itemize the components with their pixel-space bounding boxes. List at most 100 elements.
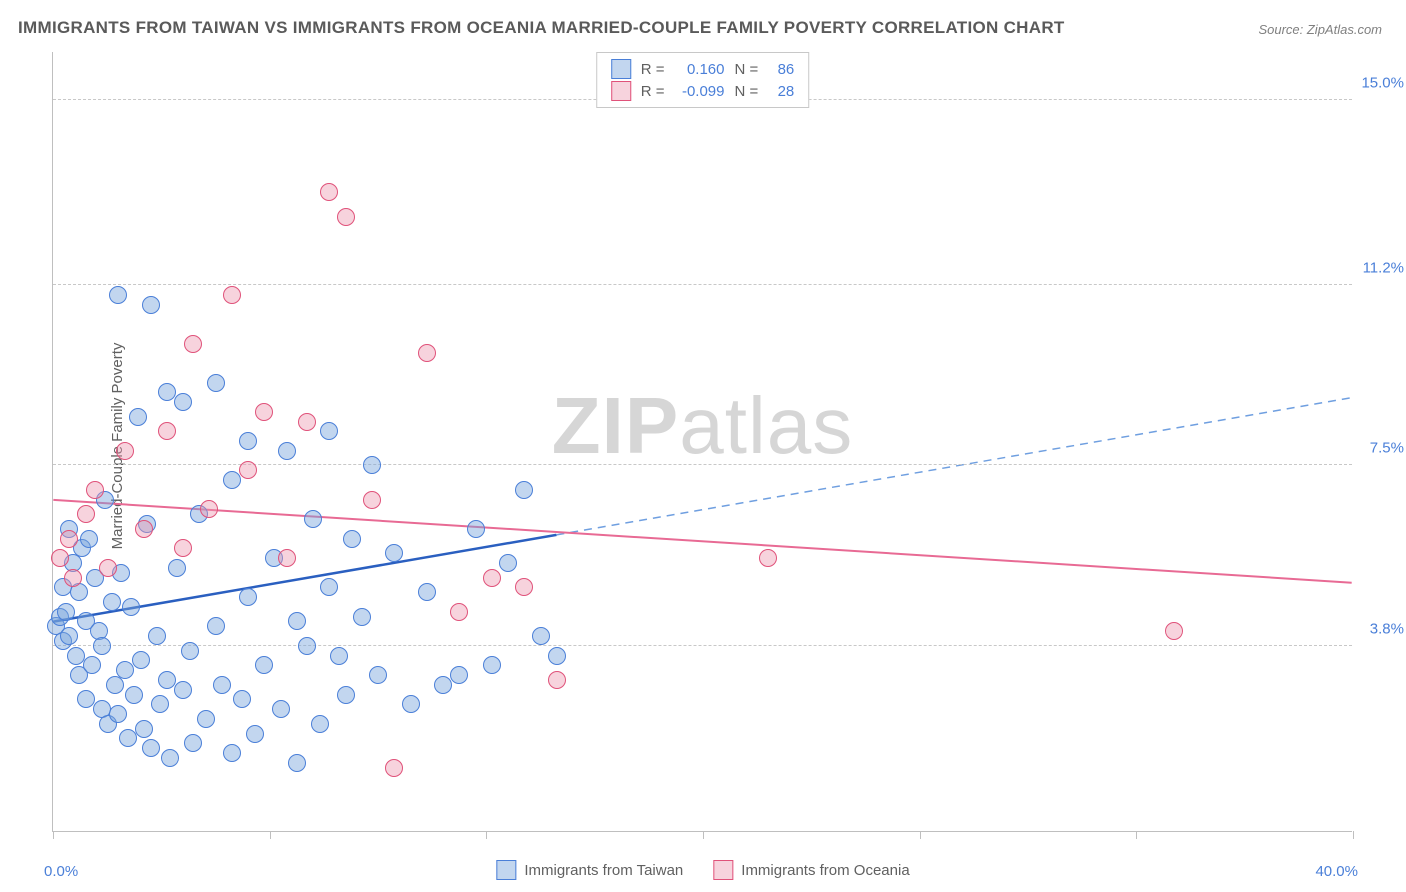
data-point [174, 393, 192, 411]
data-point [129, 408, 147, 426]
data-point [311, 715, 329, 733]
trendline [556, 398, 1351, 535]
data-point [161, 749, 179, 767]
x-axis-max-label: 40.0% [1315, 863, 1358, 880]
data-point [158, 422, 176, 440]
data-point [132, 651, 150, 669]
stats-row: R =-0.099N =28 [611, 81, 795, 101]
data-point [1165, 622, 1183, 640]
data-point [109, 286, 127, 304]
x-tick [1136, 831, 1137, 839]
n-label: N = [735, 83, 759, 100]
r-label: R = [641, 61, 665, 78]
data-point [142, 739, 160, 757]
legend-swatch-icon [611, 81, 631, 101]
data-point [51, 549, 69, 567]
gridline [53, 645, 1352, 646]
data-point [148, 627, 166, 645]
data-point [385, 544, 403, 562]
n-value: 28 [768, 83, 794, 100]
data-point [174, 539, 192, 557]
data-point [158, 671, 176, 689]
data-point [67, 647, 85, 665]
data-point [93, 637, 111, 655]
data-point [278, 442, 296, 460]
data-point [450, 603, 468, 621]
data-point [499, 554, 517, 572]
x-axis-min-label: 0.0% [44, 863, 78, 880]
source-label: Source: ZipAtlas.com [1258, 22, 1382, 37]
data-point [483, 569, 501, 587]
plot-area: ZIPatlas R =0.160N =86R =-0.099N =28 3.8… [52, 52, 1352, 832]
data-point [548, 647, 566, 665]
data-point [223, 286, 241, 304]
data-point [272, 700, 290, 718]
legend-label: Immigrants from Taiwan [524, 862, 683, 879]
x-tick [1353, 831, 1354, 839]
data-point [532, 627, 550, 645]
r-value: -0.099 [675, 83, 725, 100]
data-point [330, 647, 348, 665]
chart-title: IMMIGRANTS FROM TAIWAN VS IMMIGRANTS FRO… [18, 18, 1065, 38]
data-point [298, 413, 316, 431]
data-point [353, 608, 371, 626]
data-point [174, 681, 192, 699]
data-point [60, 530, 78, 548]
data-point [434, 676, 452, 694]
data-point [402, 695, 420, 713]
y-tick-label: 11.2% [1356, 260, 1404, 277]
trendline [53, 500, 1351, 583]
data-point [337, 686, 355, 704]
data-point [298, 637, 316, 655]
x-tick [920, 831, 921, 839]
data-point [255, 403, 273, 421]
data-point [158, 383, 176, 401]
data-point [548, 671, 566, 689]
legend-swatch-icon [496, 860, 516, 880]
data-point [151, 695, 169, 713]
data-point [213, 676, 231, 694]
data-point [255, 656, 273, 674]
data-point [184, 734, 202, 752]
y-tick-label: 15.0% [1356, 74, 1404, 91]
data-point [288, 612, 306, 630]
data-point [320, 183, 338, 201]
data-point [184, 335, 202, 353]
x-tick [53, 831, 54, 839]
x-tick [703, 831, 704, 839]
data-point [759, 549, 777, 567]
legend-item: Immigrants from Taiwan [496, 860, 683, 880]
n-value: 86 [768, 61, 794, 78]
data-point [369, 666, 387, 684]
gridline [53, 284, 1352, 285]
data-point [288, 754, 306, 772]
data-point [181, 642, 199, 660]
data-point [57, 603, 75, 621]
data-point [77, 690, 95, 708]
data-point [418, 344, 436, 362]
data-point [337, 208, 355, 226]
data-point [60, 627, 78, 645]
data-point [207, 617, 225, 635]
data-point [239, 588, 257, 606]
data-point [119, 729, 137, 747]
data-point [168, 559, 186, 577]
data-point [385, 759, 403, 777]
data-point [116, 442, 134, 460]
data-point [142, 296, 160, 314]
data-point [125, 686, 143, 704]
data-point [116, 661, 134, 679]
data-point [233, 690, 251, 708]
data-point [418, 583, 436, 601]
legend-label: Immigrants from Oceania [741, 862, 909, 879]
x-tick [486, 831, 487, 839]
y-tick-label: 7.5% [1356, 440, 1404, 457]
stats-legend: R =0.160N =86R =-0.099N =28 [596, 52, 810, 108]
data-point [135, 520, 153, 538]
n-label: N = [735, 61, 759, 78]
data-point [77, 505, 95, 523]
data-point [363, 456, 381, 474]
data-point [467, 520, 485, 538]
data-point [200, 500, 218, 518]
y-tick-label: 3.8% [1356, 620, 1404, 637]
